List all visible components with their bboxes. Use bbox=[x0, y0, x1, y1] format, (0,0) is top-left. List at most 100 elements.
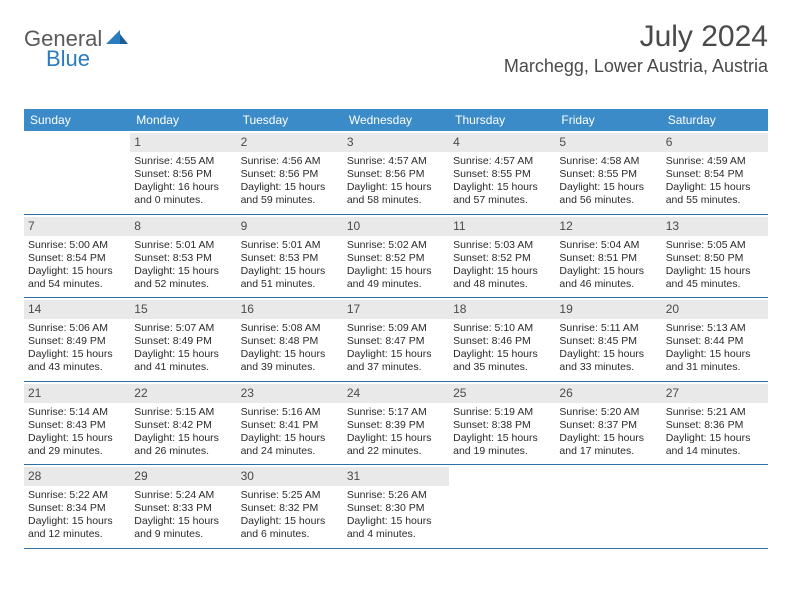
daylight-line-2: and 12 minutes. bbox=[28, 528, 126, 541]
sunrise-text: Sunrise: 5:25 AM bbox=[241, 489, 339, 502]
sunrise-text: Sunrise: 5:24 AM bbox=[134, 489, 232, 502]
day-header-row: SundayMondayTuesdayWednesdayThursdayFrid… bbox=[24, 109, 768, 131]
sunset-text: Sunset: 8:45 PM bbox=[559, 335, 657, 348]
daylight-line-1: Daylight: 15 hours bbox=[453, 265, 551, 278]
day-cell: 7Sunrise: 5:00 AMSunset: 8:54 PMDaylight… bbox=[24, 215, 130, 298]
daylight-line-2: and 29 minutes. bbox=[28, 445, 126, 458]
week-row: 28Sunrise: 5:22 AMSunset: 8:34 PMDayligh… bbox=[24, 465, 768, 549]
sunrise-text: Sunrise: 4:55 AM bbox=[134, 155, 232, 168]
sunrise-text: Sunrise: 5:01 AM bbox=[134, 239, 232, 252]
daylight-line-2: and 46 minutes. bbox=[559, 278, 657, 291]
sunset-text: Sunset: 8:36 PM bbox=[666, 419, 764, 432]
day-cell: 13Sunrise: 5:05 AMSunset: 8:50 PMDayligh… bbox=[662, 215, 768, 298]
day-number: 29 bbox=[130, 467, 236, 486]
day-number: 11 bbox=[449, 217, 555, 236]
day-cell: 29Sunrise: 5:24 AMSunset: 8:33 PMDayligh… bbox=[130, 465, 236, 548]
daylight-line-1: Daylight: 15 hours bbox=[28, 348, 126, 361]
daylight-line-2: and 33 minutes. bbox=[559, 361, 657, 374]
day-number: 5 bbox=[555, 133, 661, 152]
day-number: 28 bbox=[24, 467, 130, 486]
day-cell: 31Sunrise: 5:26 AMSunset: 8:30 PMDayligh… bbox=[343, 465, 449, 548]
day-cell: 2Sunrise: 4:56 AMSunset: 8:56 PMDaylight… bbox=[237, 131, 343, 214]
logo-word-2: Blue bbox=[46, 46, 90, 71]
day-cell: 14Sunrise: 5:06 AMSunset: 8:49 PMDayligh… bbox=[24, 298, 130, 381]
daylight-line-1: Daylight: 15 hours bbox=[134, 432, 232, 445]
day-number: 19 bbox=[555, 300, 661, 319]
day-cell: 8Sunrise: 5:01 AMSunset: 8:53 PMDaylight… bbox=[130, 215, 236, 298]
calendar: SundayMondayTuesdayWednesdayThursdayFrid… bbox=[24, 109, 768, 549]
daylight-line-1: Daylight: 15 hours bbox=[241, 432, 339, 445]
daylight-line-2: and 41 minutes. bbox=[134, 361, 232, 374]
day-number: 2 bbox=[237, 133, 343, 152]
day-cell: 3Sunrise: 4:57 AMSunset: 8:56 PMDaylight… bbox=[343, 131, 449, 214]
week-row: 21Sunrise: 5:14 AMSunset: 8:43 PMDayligh… bbox=[24, 382, 768, 466]
sunrise-text: Sunrise: 4:59 AM bbox=[666, 155, 764, 168]
daylight-line-1: Daylight: 15 hours bbox=[241, 265, 339, 278]
sunset-text: Sunset: 8:49 PM bbox=[28, 335, 126, 348]
day-cell: 9 Sunrise: 5:01 AMSunset: 8:53 PMDaylight… bbox=[237, 215, 343, 298]
daylight-line-1: Daylight: 15 hours bbox=[134, 348, 232, 361]
day-number: 3 bbox=[343, 133, 449, 152]
day-header: Wednesday bbox=[343, 109, 449, 131]
daylight-line-2: and 58 minutes. bbox=[347, 194, 445, 207]
sunrise-text: Sunrise: 5:09 AM bbox=[347, 322, 445, 335]
day-cell: 20Sunrise: 5:13 AMSunset: 8:44 PMDayligh… bbox=[662, 298, 768, 381]
day-cell: 12Sunrise: 5:04 AMSunset: 8:51 PMDayligh… bbox=[555, 215, 661, 298]
daylight-line-2: and 48 minutes. bbox=[453, 278, 551, 291]
sunrise-text: Sunrise: 5:21 AM bbox=[666, 406, 764, 419]
daylight-line-2: and 54 minutes. bbox=[28, 278, 126, 291]
sunrise-text: Sunrise: 4:56 AM bbox=[241, 155, 339, 168]
sunrise-text: Sunrise: 5:15 AM bbox=[134, 406, 232, 419]
day-number: 24 bbox=[343, 384, 449, 403]
sunrise-text: Sunrise: 5:19 AM bbox=[453, 406, 551, 419]
day-number: 4 bbox=[449, 133, 555, 152]
daylight-line-2: and 59 minutes. bbox=[241, 194, 339, 207]
sunset-text: Sunset: 8:55 PM bbox=[559, 168, 657, 181]
daylight-line-2: and 31 minutes. bbox=[666, 361, 764, 374]
sunrise-text: Sunrise: 5:04 AM bbox=[559, 239, 657, 252]
day-number: 30 bbox=[237, 467, 343, 486]
sunrise-text: Sunrise: 5:05 AM bbox=[666, 239, 764, 252]
sunset-text: Sunset: 8:50 PM bbox=[666, 252, 764, 265]
sunset-text: Sunset: 8:47 PM bbox=[347, 335, 445, 348]
day-number: 16 bbox=[237, 300, 343, 319]
daylight-line-1: Daylight: 15 hours bbox=[559, 265, 657, 278]
sunrise-text: Sunrise: 5:08 AM bbox=[241, 322, 339, 335]
day-number: 27 bbox=[662, 384, 768, 403]
day-cell: 30Sunrise: 5:25 AMSunset: 8:32 PMDayligh… bbox=[237, 465, 343, 548]
sunset-text: Sunset: 8:33 PM bbox=[134, 502, 232, 515]
day-number: 25 bbox=[449, 384, 555, 403]
daylight-line-2: and 37 minutes. bbox=[347, 361, 445, 374]
day-number: 8 bbox=[130, 217, 236, 236]
title-block: July 2024 Marchegg, Lower Austria, Austr… bbox=[504, 20, 768, 77]
sunset-text: Sunset: 8:32 PM bbox=[241, 502, 339, 515]
sunset-text: Sunset: 8:53 PM bbox=[241, 252, 339, 265]
daylight-line-2: and 45 minutes. bbox=[666, 278, 764, 291]
logo-triangle-icon bbox=[106, 28, 128, 51]
sunset-text: Sunset: 8:56 PM bbox=[241, 168, 339, 181]
day-cell: 28Sunrise: 5:22 AMSunset: 8:34 PMDayligh… bbox=[24, 465, 130, 548]
sunrise-text: Sunrise: 5:02 AM bbox=[347, 239, 445, 252]
day-cell: 21Sunrise: 5:14 AMSunset: 8:43 PMDayligh… bbox=[24, 382, 130, 465]
daylight-line-2: and 39 minutes. bbox=[241, 361, 339, 374]
day-header: Friday bbox=[555, 109, 661, 131]
day-cell: 18Sunrise: 5:10 AMSunset: 8:46 PMDayligh… bbox=[449, 298, 555, 381]
day-number: 9 bbox=[237, 217, 343, 236]
day-number: 10 bbox=[343, 217, 449, 236]
day-number: 26 bbox=[555, 384, 661, 403]
day-number: 12 bbox=[555, 217, 661, 236]
daylight-line-2: and 6 minutes. bbox=[241, 528, 339, 541]
sunrise-text: Sunrise: 5:11 AM bbox=[559, 322, 657, 335]
sunrise-text: Sunrise: 5:01 AM bbox=[241, 239, 339, 252]
day-cell bbox=[555, 465, 661, 548]
daylight-line-1: Daylight: 15 hours bbox=[347, 181, 445, 194]
day-number: 20 bbox=[662, 300, 768, 319]
day-cell: 23Sunrise: 5:16 AMSunset: 8:41 PMDayligh… bbox=[237, 382, 343, 465]
daylight-line-2: and 9 minutes. bbox=[134, 528, 232, 541]
daylight-line-1: Daylight: 15 hours bbox=[666, 181, 764, 194]
daylight-line-1: Daylight: 15 hours bbox=[453, 181, 551, 194]
daylight-line-1: Daylight: 15 hours bbox=[347, 348, 445, 361]
sunset-text: Sunset: 8:44 PM bbox=[666, 335, 764, 348]
sunset-text: Sunset: 8:56 PM bbox=[134, 168, 232, 181]
day-header: Saturday bbox=[662, 109, 768, 131]
